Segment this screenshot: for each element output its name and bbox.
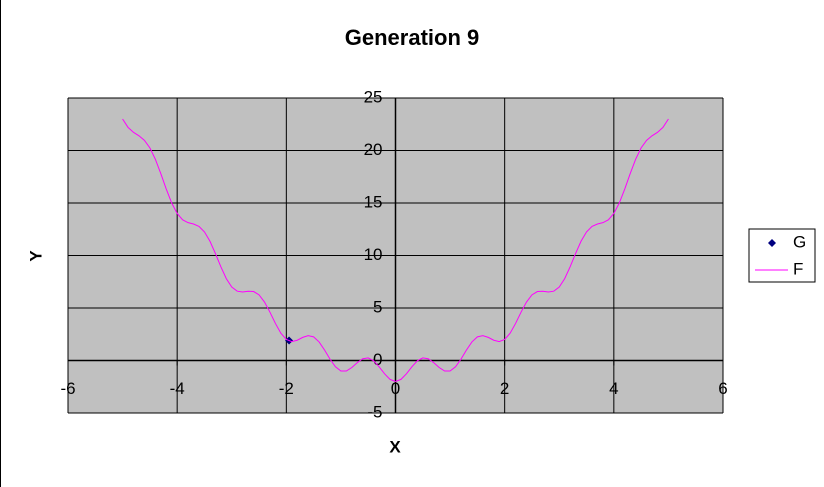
- legend-marker: [768, 239, 776, 247]
- series-line: [122, 118, 669, 383]
- y-tick-label: 25: [364, 87, 383, 106]
- legend-label: G: [793, 232, 806, 251]
- y-tick-label: 5: [373, 297, 382, 316]
- legend: [748, 228, 816, 283]
- x-tick-label: 6: [718, 379, 727, 398]
- x-tick-label: 2: [500, 379, 509, 398]
- y-tick-label: 10: [364, 245, 383, 264]
- y-tick-label: 15: [364, 192, 383, 211]
- y-tick-label: 0: [373, 350, 382, 369]
- y-tick-label: 20: [364, 140, 383, 159]
- x-tick-label: -2: [279, 379, 294, 398]
- x-tick-label: 0: [391, 379, 400, 398]
- x-tick-label: -6: [60, 379, 75, 398]
- y-axis-label: Y: [26, 250, 45, 262]
- y-tick-label: -5: [367, 402, 382, 421]
- x-tick-label: -4: [170, 379, 185, 398]
- chart-title: Generation 9: [345, 25, 479, 50]
- x-tick-label: 4: [609, 379, 618, 398]
- x-axis-label: X: [389, 437, 401, 456]
- legend-label: F: [793, 259, 803, 278]
